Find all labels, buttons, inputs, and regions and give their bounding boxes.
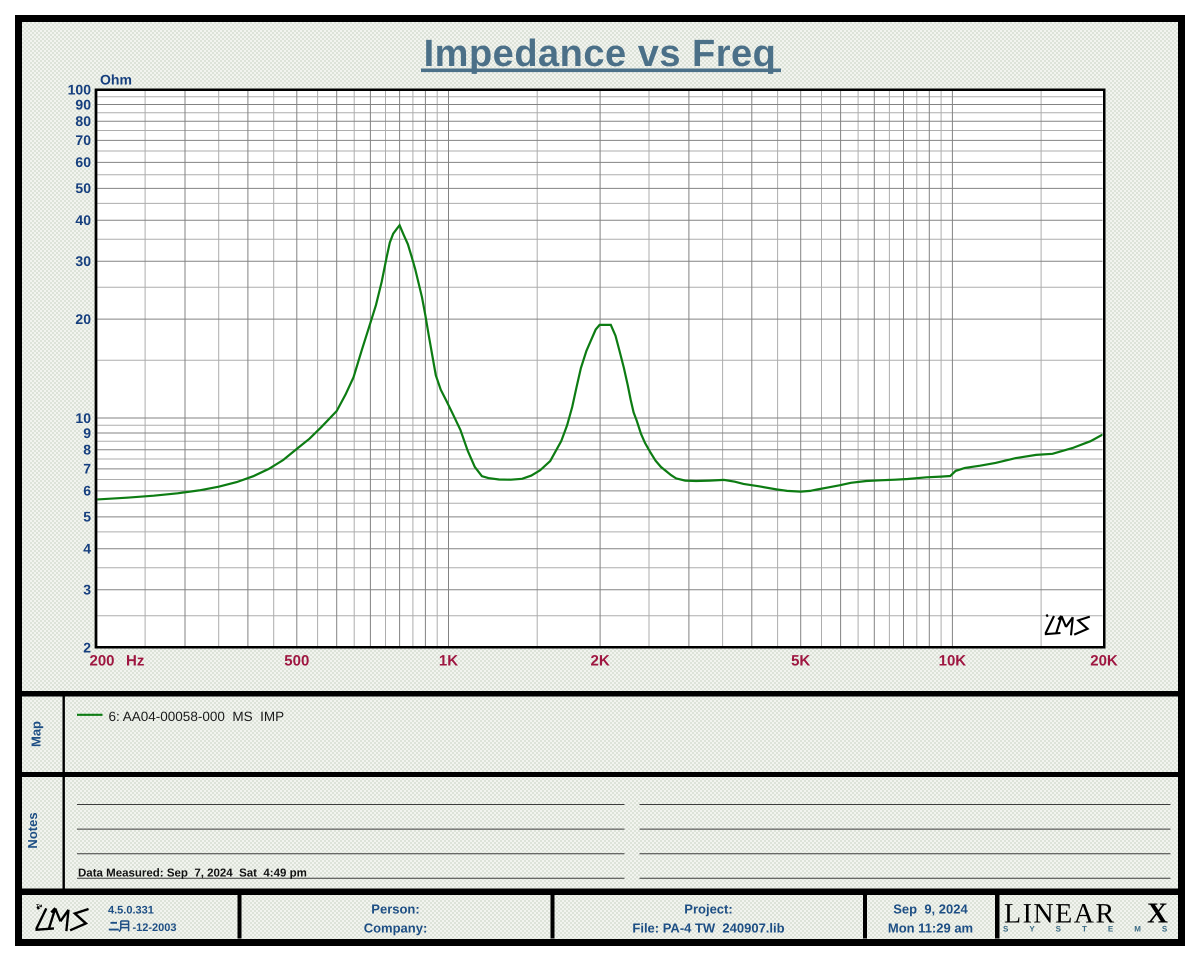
svg-text:70: 70 bbox=[75, 132, 91, 148]
svg-text:Company:: Company: bbox=[364, 921, 428, 936]
svg-text:90: 90 bbox=[75, 96, 91, 112]
svg-text:LINEAR: LINEAR bbox=[1004, 899, 1116, 930]
svg-text:5K: 5K bbox=[791, 653, 810, 670]
svg-text:6: 6 bbox=[83, 483, 91, 499]
svg-text:10: 10 bbox=[75, 410, 91, 426]
svg-text:Notes: Notes bbox=[25, 812, 40, 848]
svg-text:100: 100 bbox=[68, 81, 92, 97]
svg-text:6: AA04-00058-000 MS IMP: 6: AA04-00058-000 MS IMP bbox=[109, 709, 285, 724]
svg-text:4: 4 bbox=[83, 541, 91, 557]
svg-text:Hz: Hz bbox=[126, 653, 144, 670]
svg-text:60: 60 bbox=[75, 154, 91, 170]
svg-text:-12-2003: -12-2003 bbox=[133, 922, 177, 934]
svg-text:1K: 1K bbox=[439, 653, 458, 670]
svg-text:Data Measured: Sep 7, 2024 S: Data Measured: Sep 7, 2024 Sat 4:49 pm bbox=[78, 868, 307, 880]
svg-text:10K: 10K bbox=[939, 653, 967, 670]
svg-text:200: 200 bbox=[89, 653, 114, 670]
svg-text:20K: 20K bbox=[1090, 653, 1118, 670]
svg-text:Impedance vs Freq: Impedance vs Freq bbox=[424, 33, 777, 75]
svg-text:7: 7 bbox=[83, 461, 91, 477]
svg-text:80: 80 bbox=[75, 113, 91, 129]
svg-text:Map: Map bbox=[29, 721, 44, 747]
svg-text:5: 5 bbox=[83, 509, 91, 525]
svg-text:Sep 9, 2024: Sep 9, 2024 bbox=[893, 902, 968, 917]
svg-text:2: 2 bbox=[83, 639, 91, 655]
svg-text:50: 50 bbox=[75, 180, 91, 196]
svg-text:X: X bbox=[1147, 898, 1168, 930]
svg-text:40: 40 bbox=[75, 212, 91, 228]
svg-text:4.5.0.331: 4.5.0.331 bbox=[108, 905, 154, 917]
svg-text:3: 3 bbox=[83, 582, 91, 598]
svg-text:SYSTEMS: SYSTEMS bbox=[1003, 925, 1188, 934]
svg-text:30: 30 bbox=[75, 253, 91, 269]
svg-text:Ohm: Ohm bbox=[100, 72, 132, 88]
svg-text:500: 500 bbox=[284, 653, 309, 670]
svg-text:20: 20 bbox=[75, 311, 91, 327]
svg-text:Mon 11:29 am: Mon 11:29 am bbox=[888, 921, 973, 936]
svg-text:2K: 2K bbox=[591, 653, 610, 670]
svg-text:Person:: Person: bbox=[371, 902, 419, 917]
svg-text:9: 9 bbox=[83, 425, 91, 441]
svg-text:8: 8 bbox=[83, 442, 91, 458]
svg-text:File: PA-4 TW 240907.lib: File: PA-4 TW 240907.lib bbox=[632, 921, 784, 936]
svg-text:Project:: Project: bbox=[684, 902, 732, 917]
